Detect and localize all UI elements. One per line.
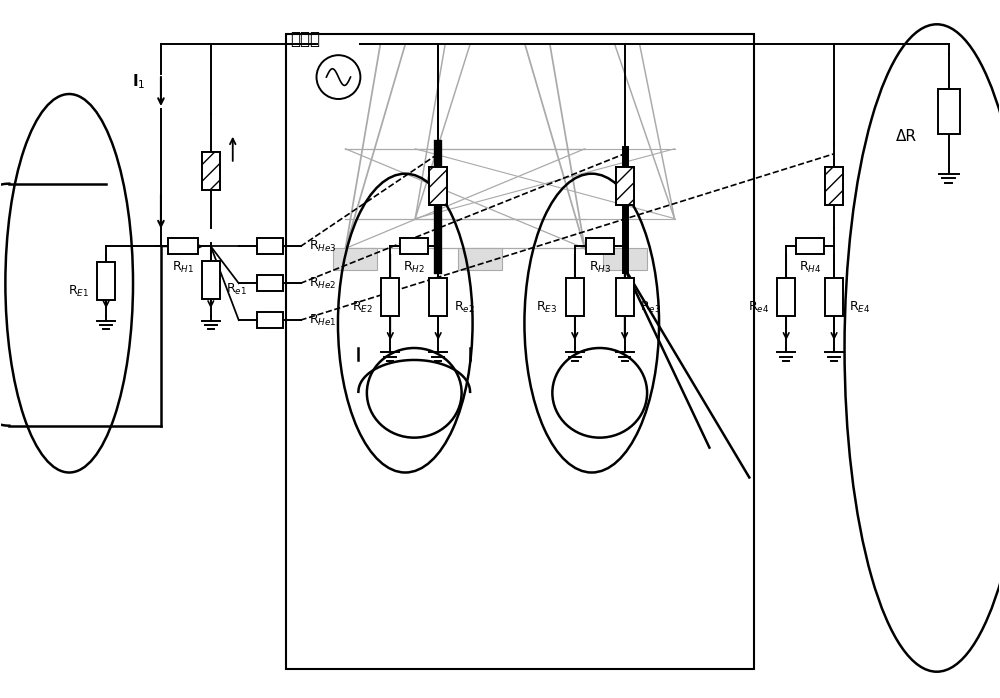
Text: R$_{H4}$: R$_{H4}$	[799, 260, 821, 276]
Bar	[168, 239, 198, 254]
Bar	[825, 279, 843, 316]
Text: R$_{E3}$: R$_{E3}$	[536, 299, 557, 315]
Bar	[429, 279, 447, 316]
Bar	[616, 168, 634, 205]
Bar	[381, 279, 399, 316]
Bar	[458, 248, 502, 270]
Bar	[202, 152, 220, 190]
Text: ΔR: ΔR	[896, 129, 917, 144]
Bar	[825, 168, 843, 205]
Bar	[257, 312, 283, 328]
Bar	[777, 279, 795, 316]
Bar	[400, 239, 428, 254]
Bar	[586, 239, 614, 254]
Bar	[333, 248, 377, 270]
Text: R$_{e2}$: R$_{e2}$	[454, 299, 475, 315]
Text: R$_{H1}$: R$_{H1}$	[172, 260, 194, 276]
Bar	[286, 34, 754, 669]
Bar	[616, 279, 634, 316]
Bar	[429, 168, 447, 205]
Bar	[202, 152, 220, 190]
Bar	[616, 168, 634, 205]
Bar	[825, 168, 843, 205]
Text: R$_{E4}$: R$_{E4}$	[849, 299, 871, 315]
Bar	[202, 261, 220, 299]
Text: R$_{e3}$: R$_{e3}$	[640, 299, 661, 315]
Text: R$_{H3}$: R$_{H3}$	[589, 260, 611, 276]
Bar	[429, 168, 447, 205]
Bar	[796, 239, 824, 254]
Bar	[938, 89, 960, 134]
Text: R$_{e4}$: R$_{e4}$	[748, 299, 769, 315]
Text: R$_{He2}$: R$_{He2}$	[309, 276, 336, 291]
Text: R$_{He1}$: R$_{He1}$	[309, 313, 336, 327]
Text: R$_{E1}$: R$_{E1}$	[68, 283, 89, 299]
Bar	[257, 239, 283, 254]
Text: 激励源: 激励源	[291, 30, 321, 48]
Bar	[257, 275, 283, 291]
Bar	[566, 279, 584, 316]
Text: R$_{H2}$: R$_{H2}$	[403, 260, 425, 276]
Text: R$_{e1}$: R$_{e1}$	[226, 282, 247, 297]
Bar	[603, 248, 647, 270]
Text: R$_{E2}$: R$_{E2}$	[352, 299, 373, 315]
Text: R$_{He3}$: R$_{He3}$	[309, 239, 336, 254]
Text: I$_1$: I$_1$	[132, 73, 146, 91]
Bar	[97, 262, 115, 300]
